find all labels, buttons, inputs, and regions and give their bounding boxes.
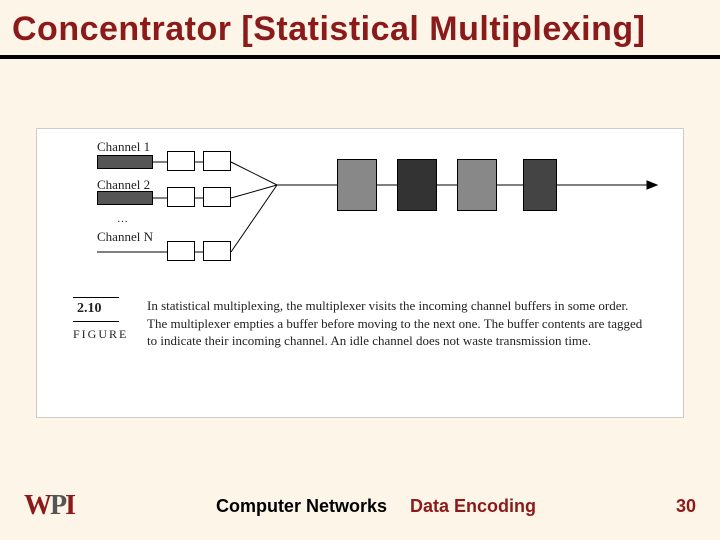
logo-i: I — [65, 490, 76, 522]
slide-title: Concentrator [Statistical Multiplexing] — [12, 10, 708, 49]
figure-tag-line-bottom — [73, 321, 119, 322]
figure-number: 2.10 — [77, 301, 102, 317]
output-block-3 — [457, 159, 497, 211]
figure-word: FIGURE — [73, 327, 128, 342]
figure-panel: Channel 1 Channel 2 … Channel N 1 N 1 — [36, 128, 684, 418]
figure-tag-line-top — [73, 297, 119, 298]
footer-course: Computer Networks — [216, 496, 387, 516]
logo-w: W — [24, 490, 52, 522]
title-bar: Concentrator [Statistical Multiplexing] — [0, 0, 720, 59]
output-block-4 — [523, 159, 557, 211]
page-number: 30 — [676, 496, 696, 517]
footer: W P I Computer Networks Data Encoding 30 — [0, 490, 720, 522]
diagram-wires: 1 N 1 2 — [37, 129, 685, 309]
output-block-2 — [397, 159, 437, 211]
wpi-logo: W P I — [24, 490, 76, 522]
output-block-1 — [337, 159, 377, 211]
figure-caption: In statistical multiplexing, the multipl… — [147, 297, 647, 350]
footer-topic: Data Encoding — [410, 496, 536, 516]
footer-center: Computer Networks Data Encoding — [76, 496, 676, 517]
